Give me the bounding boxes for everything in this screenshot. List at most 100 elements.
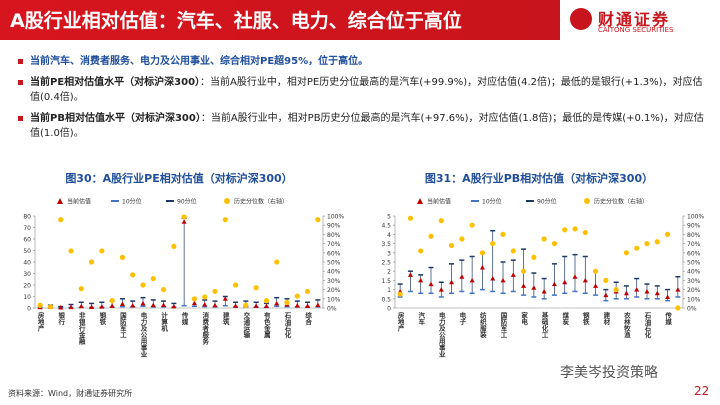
percentile-dot — [99, 248, 105, 254]
y-tick-label: 40 — [23, 260, 31, 267]
percentile-dot — [58, 217, 64, 223]
percentile-dot — [140, 282, 146, 288]
x-tick-label: 煤炭 — [561, 311, 569, 327]
y2-tick-label: 20% — [327, 287, 341, 294]
percentile-dot — [664, 231, 671, 237]
current-marker — [305, 303, 311, 308]
current-marker — [479, 265, 485, 270]
logo-subtext: CAITONG SECURITIES — [598, 26, 674, 34]
slide-title: A股行业相对估值：汽车、社服、电力、综合位于高位 — [10, 10, 462, 32]
chart: 图31：A股行业PB相对估值（对标沪深300） 当前估值 10分位 90分位 历史分位数… — [381, 171, 704, 358]
y-tick-label: 20 — [23, 283, 31, 290]
percentile-dot — [222, 217, 228, 223]
percentile-dot — [613, 287, 619, 293]
legend-label: 10分位 — [482, 198, 502, 206]
y2-tick-label: 90% — [327, 223, 341, 230]
current-marker — [428, 281, 434, 287]
current-marker — [541, 288, 547, 294]
x-tick-label: 传媒 — [180, 311, 189, 327]
legend-marker — [57, 198, 63, 204]
percentile-dot — [634, 245, 640, 251]
y-tick-label: 50 — [23, 248, 31, 255]
percentile-dot — [78, 286, 84, 292]
percentile-dot — [603, 277, 609, 283]
percentile-dot — [510, 248, 516, 254]
current-marker — [150, 302, 156, 308]
x-tick-label: 建筑 — [221, 311, 230, 327]
percentile-dot — [428, 233, 434, 239]
percentile-dot — [459, 236, 465, 242]
current-marker — [521, 283, 527, 288]
bullet-text: 当前汽车、消费者服务、电力及公用事业、综合相对PE超95%，位于高位。 — [30, 56, 369, 67]
y2-tick-label: 100% — [327, 214, 344, 221]
current-marker — [212, 302, 218, 308]
current-marker — [510, 272, 516, 277]
percentile-dot — [418, 248, 424, 254]
y2-tick-label: 50% — [327, 260, 341, 267]
y-tick-label: 3.5 — [381, 241, 391, 248]
current-marker — [191, 300, 197, 306]
chart-title: 图30：A股行业PE相对估值（对标沪深300） — [65, 171, 292, 185]
bullet: 当前PE相对估值水平（对标沪深300）：当前A股行业中，相对PE历史分位最高的是… — [18, 75, 708, 105]
legend-label: 当前估值 — [427, 198, 451, 206]
percentile-dot — [243, 302, 249, 308]
current-marker — [562, 279, 568, 285]
current-marker — [78, 303, 84, 309]
y2-tick-label: 80% — [327, 232, 341, 239]
percentile-dot — [397, 291, 403, 297]
y-tick-label: 2 — [387, 269, 391, 276]
y2-tick-label: 10% — [687, 296, 701, 303]
x-tick-label: 农林牧渔 — [622, 311, 631, 340]
current-marker — [418, 277, 424, 283]
x-tick-label: 电力及公用事业 — [139, 311, 148, 358]
y-tick-label: 0 — [27, 306, 31, 313]
x-tick-label: 电力及公用事业 — [437, 311, 446, 358]
y2-tick-label: 10% — [327, 296, 341, 303]
y2-tick-label: 20% — [687, 287, 701, 294]
y2-tick-label: 30% — [687, 278, 701, 285]
current-marker — [449, 279, 455, 285]
current-marker — [572, 274, 578, 279]
current-marker — [623, 290, 629, 296]
percentile-dot — [284, 299, 290, 306]
y-tick-label: 5 — [387, 214, 391, 221]
percentile-dot — [37, 302, 43, 308]
logo-mark — [570, 8, 592, 30]
bullet-text: ：当前A股行业中，相对PE历史分位最高的是汽车(+99.9%)，对应估值(4.2… — [30, 77, 703, 103]
bullet: 当前PB相对估值水平（对标沪深300）：当前A股行业中，相对PB历史分位最高的是… — [18, 111, 708, 141]
x-tick-label: 银行 — [57, 311, 66, 327]
logo: 财通证券 CAITONG SECURITIES — [568, 4, 718, 38]
current-marker — [490, 276, 496, 281]
legend-label: 10分位 — [122, 198, 142, 206]
current-marker — [654, 290, 660, 296]
percentile-dot — [191, 296, 198, 302]
percentile-dot — [644, 241, 650, 247]
current-marker — [551, 281, 557, 287]
percentile-dot — [315, 217, 321, 223]
current-marker — [459, 274, 465, 279]
percentile-dot — [562, 227, 568, 233]
percentile-dot — [109, 298, 115, 304]
percentile-dot — [490, 241, 496, 247]
legend-label: 历史分位数（右轴） — [594, 198, 648, 206]
percentile-dot — [150, 275, 156, 282]
bullet-text: ：当前A股行业中，相对PB历史分位最高的是汽车(+97.6%)，对应估值(1.8… — [30, 113, 704, 139]
current-marker — [58, 305, 64, 310]
x-tick-label: 交通运输 — [242, 311, 250, 340]
x-tick-label: 消费者服务 — [201, 311, 210, 346]
legend-marker — [417, 198, 423, 204]
current-marker — [665, 294, 671, 299]
y2-tick-label: 40% — [687, 269, 701, 276]
percentile-dot — [438, 218, 444, 224]
x-tick-label: 综合 — [304, 311, 313, 327]
current-marker — [294, 302, 300, 308]
current-marker — [171, 303, 177, 309]
current-marker — [675, 287, 681, 292]
percentile-dot — [130, 272, 136, 278]
current-marker — [202, 302, 208, 307]
percentile-dot — [181, 214, 187, 220]
current-marker — [438, 287, 444, 292]
percentile-dot — [304, 288, 311, 295]
current-marker — [500, 277, 506, 283]
percentile-dot — [582, 229, 588, 236]
